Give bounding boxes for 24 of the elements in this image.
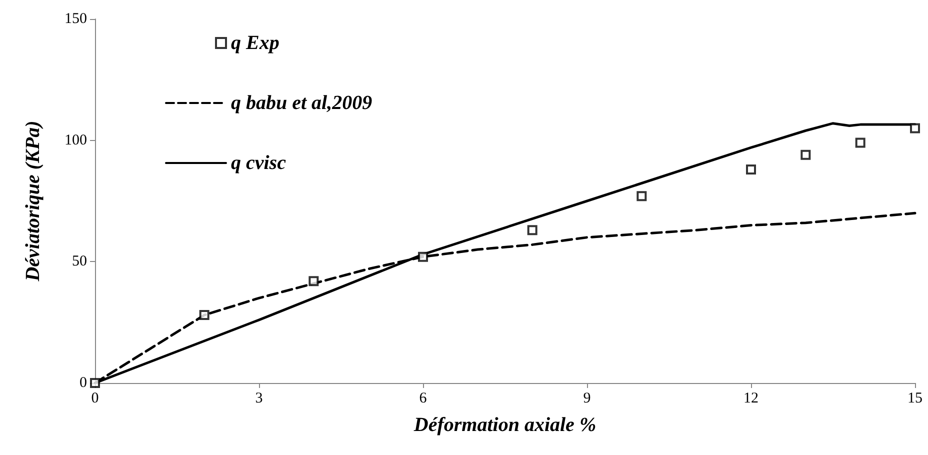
x-tick-label: 3 bbox=[255, 390, 263, 406]
y-tick-label: 100 bbox=[64, 132, 87, 148]
y-axis-title: Déviatorique (KPa) bbox=[22, 120, 44, 282]
point bbox=[800, 150, 811, 160]
legend-label: q Exp bbox=[231, 32, 280, 54]
point bbox=[746, 164, 756, 174]
point bbox=[308, 276, 319, 286]
x-tick-label: 12 bbox=[744, 390, 758, 406]
point bbox=[910, 123, 920, 134]
point bbox=[199, 310, 210, 320]
x-tick-label: 6 bbox=[419, 390, 428, 406]
point bbox=[527, 225, 538, 236]
x-axis-title: Déformation axiale % bbox=[412, 414, 596, 436]
point bbox=[855, 138, 866, 148]
y-tick-label: 0 bbox=[80, 375, 87, 391]
x-tick-label: 0 bbox=[91, 390, 99, 406]
point bbox=[418, 252, 428, 262]
y-tick-label: 50 bbox=[72, 254, 87, 270]
point bbox=[636, 191, 647, 202]
legend-label: q babu et al,2009 bbox=[231, 92, 372, 114]
x-tick-label: 9 bbox=[583, 390, 591, 406]
x-tick-label: 15 bbox=[908, 390, 922, 406]
y-tick-label: 150 bbox=[64, 11, 87, 27]
legend-label: q cvisc bbox=[231, 152, 286, 174]
